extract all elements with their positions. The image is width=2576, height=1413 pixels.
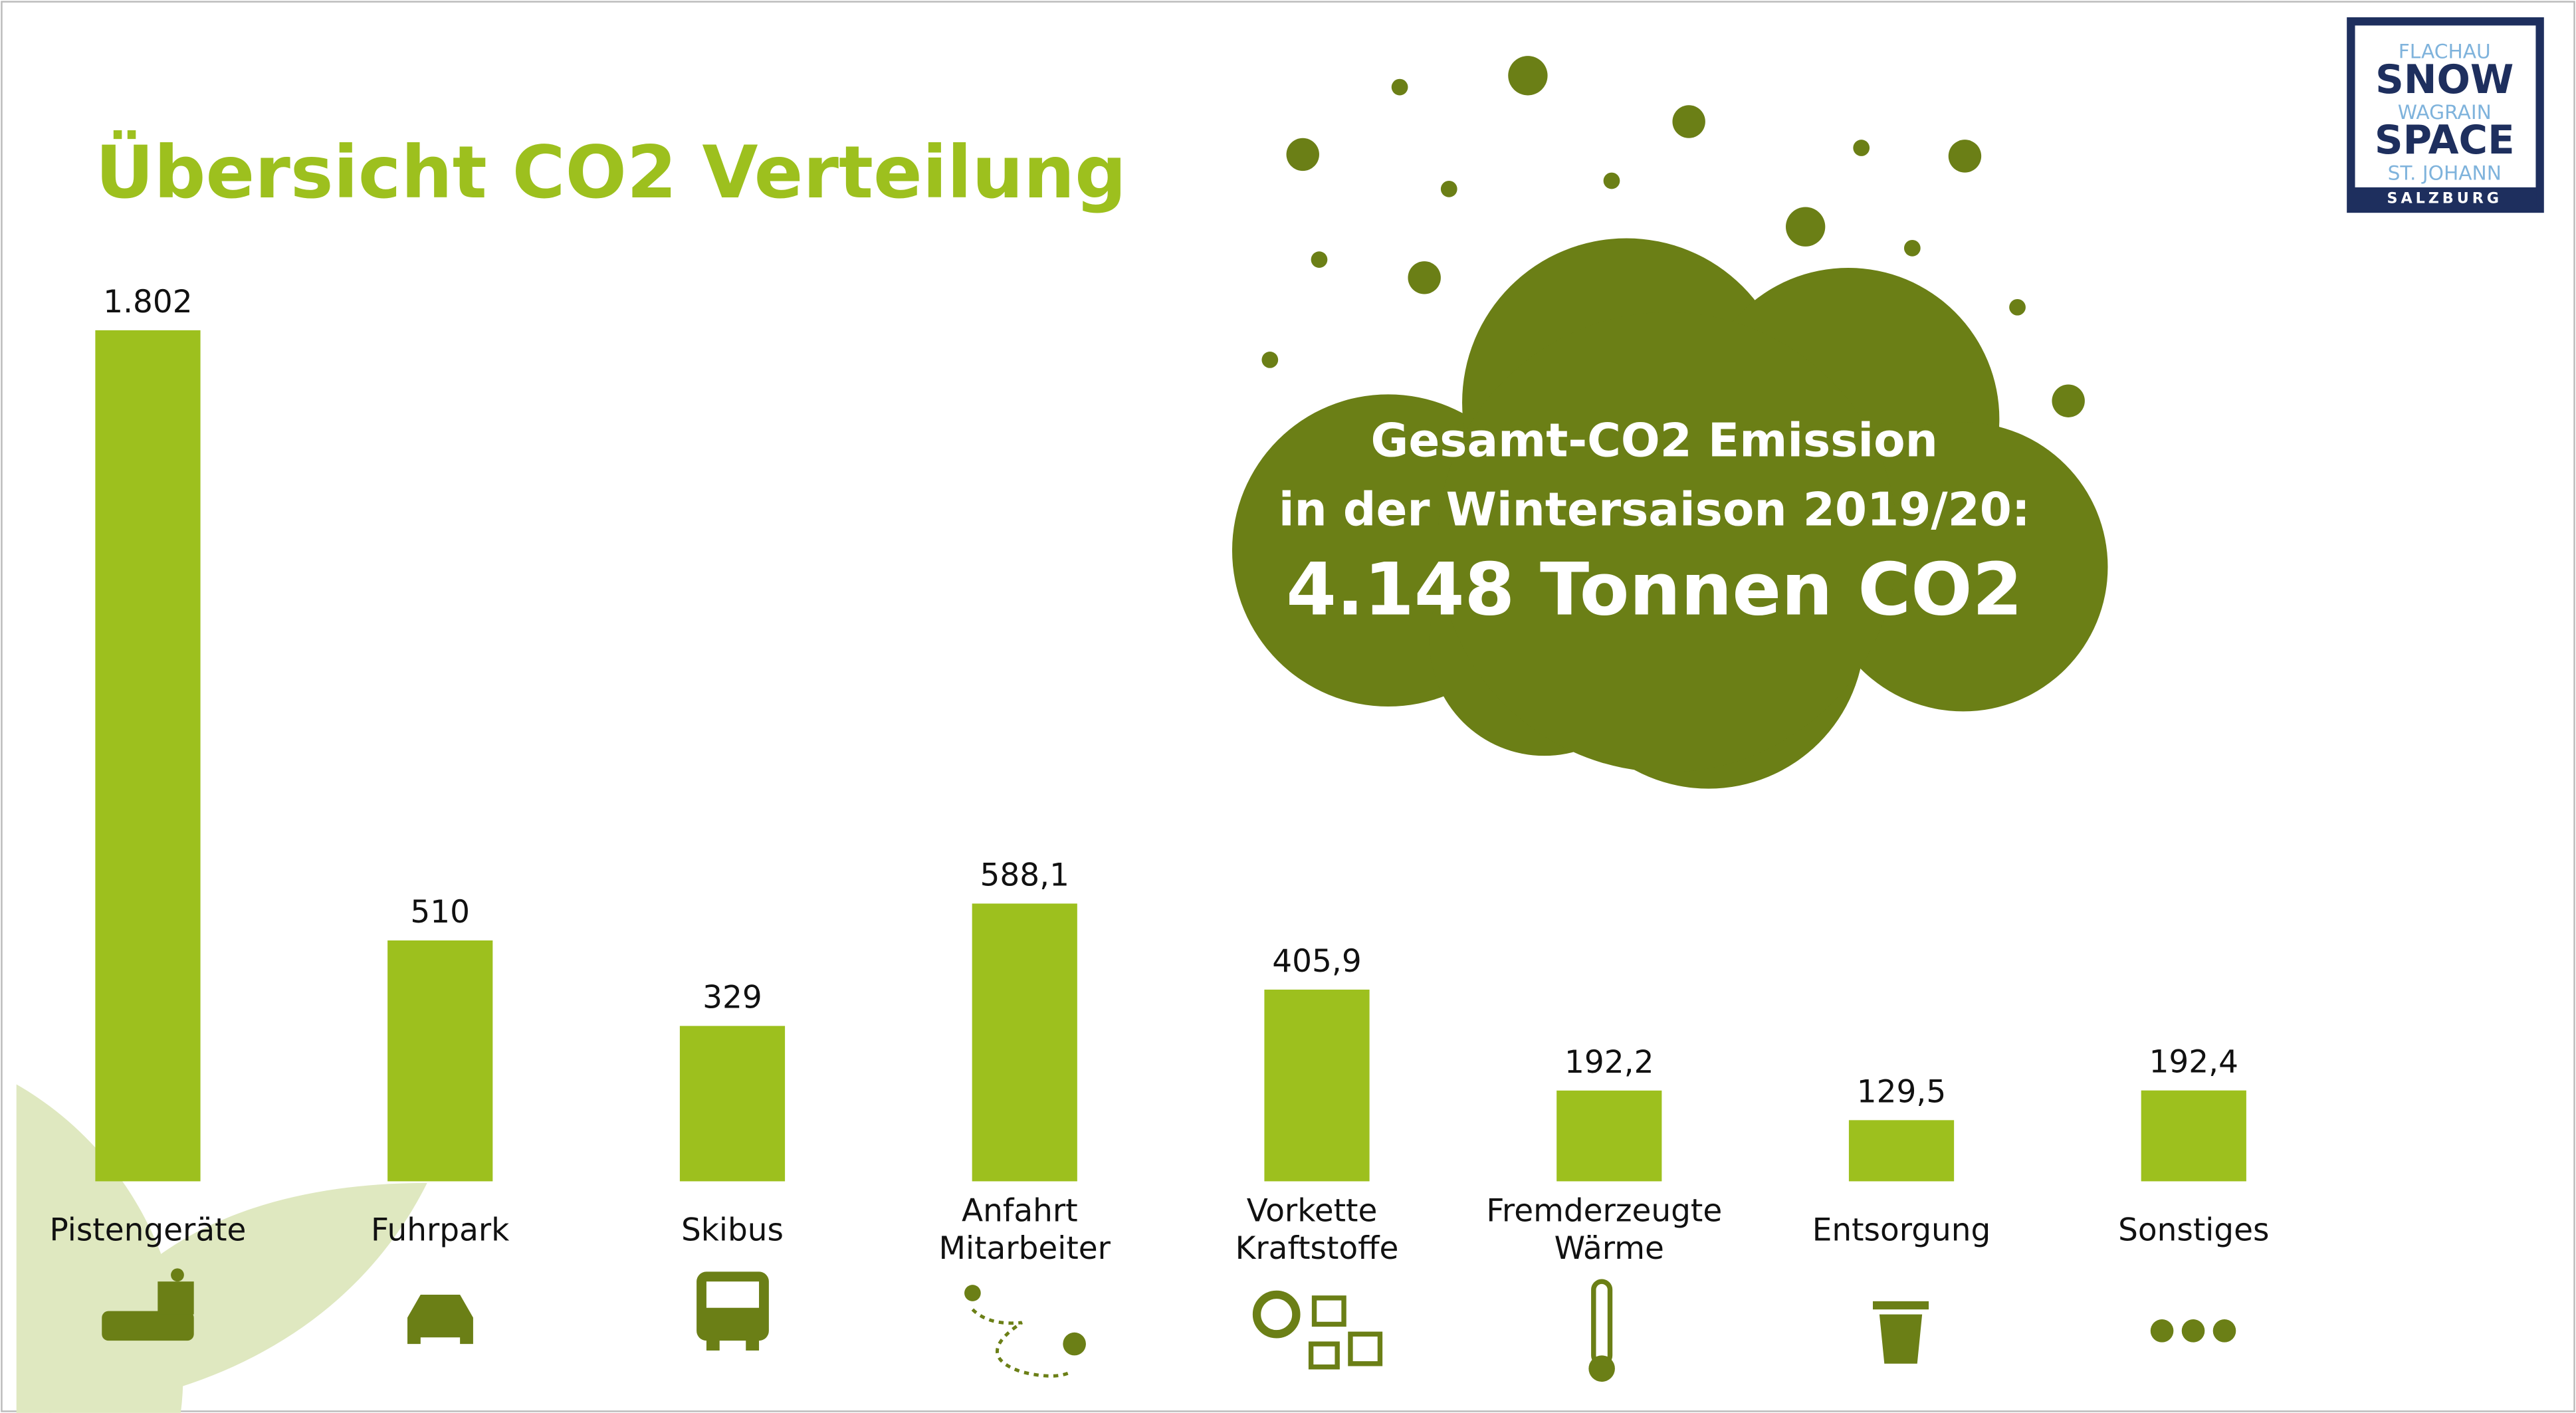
value-label: 510 (410, 894, 470, 930)
bubble (2009, 298, 2026, 316)
bubble (1261, 352, 1279, 368)
icon-thermometer (1588, 1279, 1615, 1382)
bubble (2052, 384, 2085, 417)
bar (679, 1026, 786, 1182)
bar (1264, 989, 1370, 1182)
bar (972, 903, 1077, 1182)
icon-car (407, 1294, 473, 1345)
bar (1556, 1090, 1662, 1182)
logo-text: FLACHAU (2399, 40, 2491, 63)
label-line: Kraftstoffe (1235, 1230, 1399, 1267)
bubble (1508, 56, 1548, 96)
chart-title: Übersicht CO2 Verteilung (95, 130, 1127, 215)
x-tick-label: Fuhrpark (371, 1212, 510, 1249)
callout-total: 4.148 Tonnen CO2 (1286, 548, 2022, 632)
x-tick-label: Sonstiges (2118, 1212, 2269, 1249)
bubble (1391, 78, 1408, 96)
bubble (1603, 172, 1620, 189)
icon-route (964, 1285, 1086, 1378)
label-line: Anfahrt (962, 1192, 1088, 1229)
bar (95, 330, 201, 1182)
label-line: Mitarbeiter (939, 1230, 1111, 1267)
icon-gears (1252, 1290, 1383, 1370)
cloud (1232, 238, 2108, 789)
bar (2141, 1090, 2246, 1182)
bubble (1672, 105, 1705, 138)
bar (1848, 1120, 1955, 1182)
bubble (1903, 239, 1921, 257)
logo-text: WAGRAIN (2398, 100, 2492, 124)
x-tick-label: Pistengeräte (50, 1212, 247, 1249)
value-label: 192,4 (2149, 1044, 2238, 1081)
icons (102, 1268, 2236, 1382)
x-tick-label: Anfahrt Mitarbeiter (939, 1192, 1111, 1267)
value-label: 192,2 (1564, 1044, 1654, 1081)
icon-dots (2150, 1319, 2236, 1343)
label-line: Fremderzeugte (1486, 1192, 1732, 1229)
callout-line: Gesamt-CO2 Emission (1371, 415, 1938, 468)
bubble (1853, 140, 1870, 156)
x-tick-label: Skibus (681, 1212, 784, 1249)
bubble (1286, 138, 1319, 171)
value-label: 129,5 (1857, 1073, 1946, 1110)
logo-text: SPACE (2375, 117, 2515, 163)
value-label: 588,1 (980, 857, 1069, 893)
bubble (1785, 207, 1826, 247)
icon-bus (697, 1271, 769, 1351)
bubble (1440, 180, 1457, 197)
label-line: Vorkette (1247, 1192, 1388, 1229)
icon-snowcat (102, 1268, 194, 1341)
value-label: 329 (702, 980, 762, 1016)
logo-text: ST. JOHANN (2388, 162, 2502, 185)
logo-text: SALZBURG (2387, 190, 2502, 207)
bubbles (1261, 56, 2085, 417)
label-line: Wärme (1555, 1230, 1664, 1267)
callout-line: in der Wintersaison 2019/20: (1279, 483, 2030, 536)
bar (387, 940, 493, 1182)
bubble (1311, 251, 1328, 268)
icon-trash (1873, 1301, 1929, 1364)
bubble (1408, 261, 1441, 294)
bubble (1948, 140, 1982, 173)
x-tick-label: Vorkette Kraftstoffe (1235, 1192, 1399, 1267)
value-label: 1.802 (103, 284, 192, 320)
value-label: 405,9 (1272, 943, 1361, 980)
x-tick-label: Entsorgung (1812, 1212, 1991, 1249)
logo-text: SNOW (2375, 56, 2514, 102)
x-tick-label: Fremderzeugte Wärme (1486, 1192, 1732, 1267)
logo: FLACHAU SNOW WAGRAIN SPACE ST. JOHANN SA… (2347, 17, 2544, 213)
